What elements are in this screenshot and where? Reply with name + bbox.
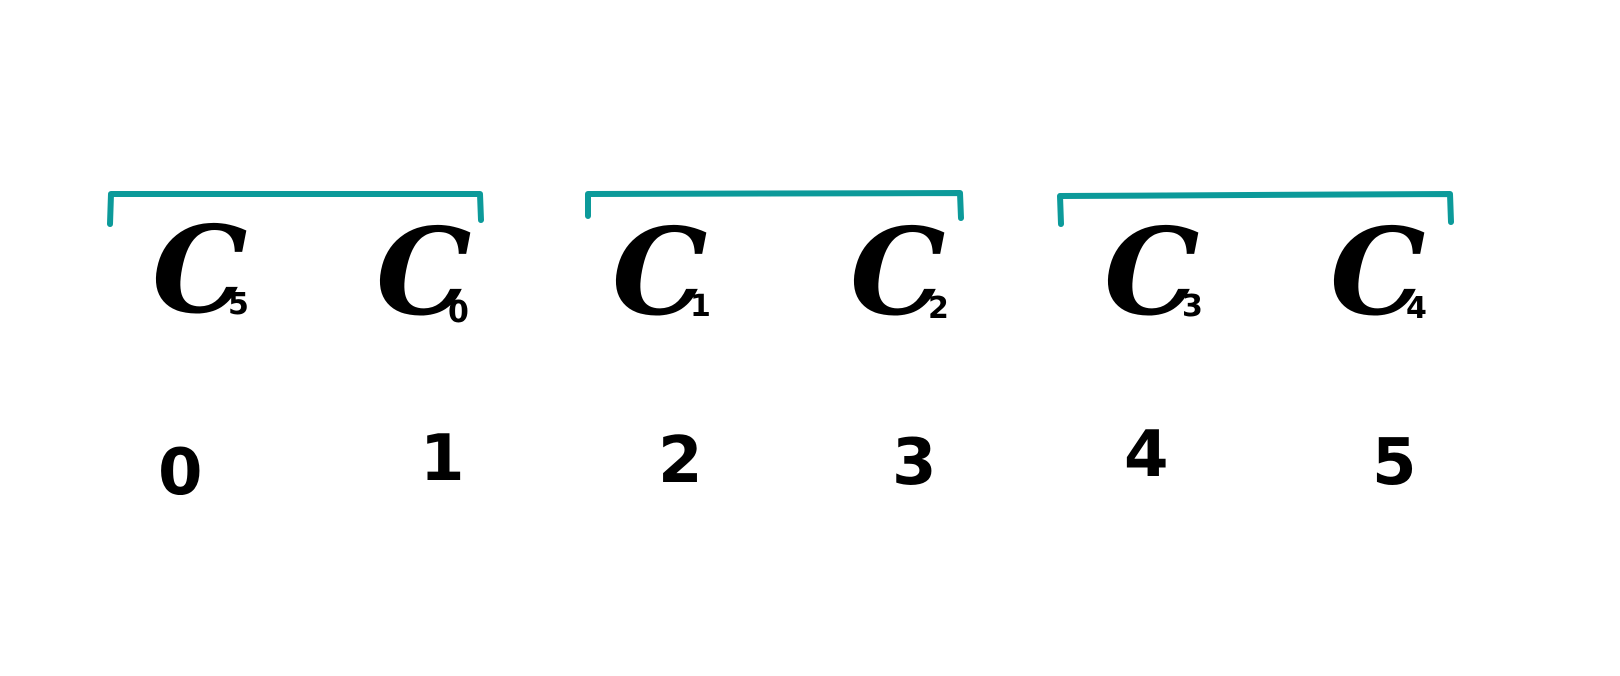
c-subscript-5: 4 (1406, 291, 1427, 326)
bracket-group-0 (107, 191, 484, 227)
c-label-1: C (376, 202, 472, 343)
index-2: 2 (658, 424, 703, 498)
cell-1: C 0 1 (376, 202, 472, 496)
cell-2: C 1 2 (612, 202, 711, 498)
c-label-3: C (850, 202, 946, 343)
index-1: 1 (420, 422, 465, 496)
index-0: 0 (158, 436, 203, 510)
c-label-4: C (1104, 202, 1200, 343)
cell-3: C 2 3 (850, 202, 949, 500)
index-3: 3 (892, 426, 937, 500)
c-label-0: C (152, 200, 248, 341)
c-subscript-2: 1 (690, 289, 711, 324)
cell-5: C 4 5 (1330, 202, 1427, 500)
c-label-5: C (1330, 202, 1426, 343)
c-label-2: C (612, 202, 708, 343)
c-subscript-4: 3 (1182, 289, 1203, 324)
index-4: 4 (1124, 418, 1169, 492)
bracket-group-1 (585, 190, 964, 221)
bracket-1 (585, 190, 964, 221)
index-5: 5 (1372, 426, 1417, 500)
c-subscript-3: 2 (928, 291, 949, 326)
bracket-group-2 (1057, 191, 1454, 227)
bracket-0 (107, 191, 484, 227)
cell-0: C 5 0 (152, 200, 249, 510)
c-subscript-0: 5 (228, 287, 249, 322)
cell-4: C 3 4 (1104, 202, 1203, 492)
c-subscript-1: 0 (448, 295, 469, 330)
bracket-2 (1057, 191, 1454, 227)
